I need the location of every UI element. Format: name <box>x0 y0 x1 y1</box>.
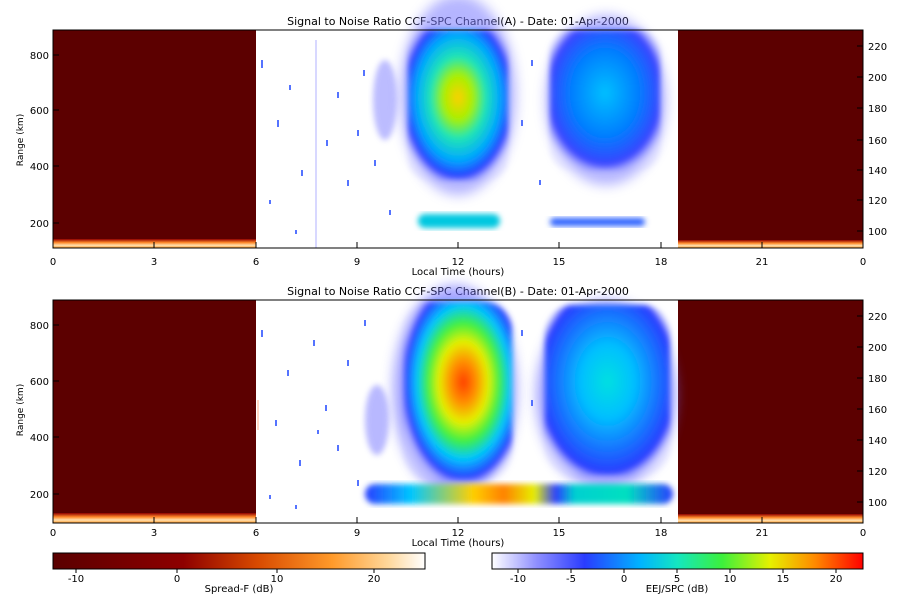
panel-b-x-label: Local Time (hours) <box>412 538 505 549</box>
panel-b-lower-band <box>365 484 673 504</box>
panel-b-y2-tick: 100 <box>868 498 887 509</box>
panel-a-y-tick: 200 <box>30 219 49 230</box>
panel-b-night-right-bottom <box>678 514 863 523</box>
panel-b-x-tick: 0 <box>860 528 866 539</box>
panel-b-y-label: Range (km) <box>16 384 26 436</box>
panel-b-y2-tick: 180 <box>868 374 887 385</box>
panel-b-y-tick: 600 <box>30 377 49 388</box>
panel-b-y2-tick: 220 <box>868 312 887 323</box>
panel-a-eej-core-2 <box>550 30 660 170</box>
panel-a-night-right <box>678 30 863 248</box>
panel-a-y2-tick: 120 <box>868 196 887 207</box>
panel-b-x-axis: 0 3 6 9 12 15 18 21 0 Local Time (hours) <box>50 517 866 549</box>
panel-a-x-tick: 0 <box>50 257 56 268</box>
panel-a-y-tick: 400 <box>30 162 49 173</box>
panel-b-x-tick: 3 <box>151 528 157 539</box>
colorbar-spread-f-gradient <box>52 552 426 570</box>
panel-a-y2-tick: 160 <box>868 136 887 147</box>
panel-a-night-left <box>53 30 256 248</box>
colorbar-spread-f-tick: 20 <box>368 574 381 585</box>
panel-a-y2-axis: 220 200 180 160 140 120 100 <box>857 42 887 238</box>
panel-b-x-tick: 0 <box>50 528 56 539</box>
colorbar-eej-tick: 0 <box>621 574 627 585</box>
colorbar-spread-f: -10 0 10 20 Spread-F (dB) <box>52 552 426 595</box>
panel-b: Signal to Noise Ratio CCF-SPC Channel(B)… <box>16 285 887 549</box>
panel-b-x-tick: 12 <box>452 528 465 539</box>
panel-a-y2-tick: 180 <box>868 104 887 115</box>
panel-b-night-right <box>678 300 863 523</box>
panel-b-noise-specks <box>257 320 533 509</box>
panel-a-x-tick: 9 <box>354 257 360 268</box>
panel-b-y-axis: 800 600 400 200 Range (km) <box>16 321 59 501</box>
panel-b-y2-tick: 120 <box>868 467 887 478</box>
panel-a-x-axis: 0 3 6 9 12 15 18 21 0 Local Time (hours) <box>50 242 866 278</box>
colorbar-spread-f-label: Spread-F (dB) <box>205 584 274 595</box>
panel-a-x-label: Local Time (hours) <box>412 267 505 278</box>
panel-a-x-tickmarks <box>52 242 864 248</box>
colorbar-spread-f-tick: 10 <box>271 574 284 585</box>
panel-b-y2-tick: 200 <box>868 343 887 354</box>
panel-a-lower-band-1 <box>418 214 500 228</box>
panel-a-y2-tick: 200 <box>868 73 887 84</box>
panel-a-x-tick: 3 <box>151 257 157 268</box>
panel-a-night-right-bottom <box>678 240 863 248</box>
panel-b-y-tick: 800 <box>30 321 49 332</box>
panel-a-y-label: Range (km) <box>16 114 26 166</box>
panel-b-x-tick: 21 <box>756 528 769 539</box>
panel-b-y-tick: 200 <box>30 490 49 501</box>
panel-a-y2-tick: 220 <box>868 42 887 53</box>
panel-a-x-tick: 6 <box>253 257 259 268</box>
colorbar-spread-f-tick: -10 <box>68 574 84 585</box>
colorbar-spread-f-tick: 0 <box>174 574 180 585</box>
colorbar-eej-tick: 20 <box>830 574 843 585</box>
panel-a: Signal to Noise Ratio CCF-SPC Channel(A)… <box>16 0 887 278</box>
panel-b-y2-tick: 140 <box>868 436 887 447</box>
panel-b-y2-tick: 160 <box>868 405 887 416</box>
panel-a-y2-tick: 140 <box>868 166 887 177</box>
colorbar-eej-tick: 15 <box>777 574 790 585</box>
colorbar-eej-label: EEJ/SPC (dB) <box>646 584 709 595</box>
panel-a-y2-tick: 100 <box>868 227 887 238</box>
panel-b-y2-axis: 220 200 180 160 140 120 100 <box>857 312 887 509</box>
panel-b-x-tick: 6 <box>253 528 259 539</box>
colorbar-eej-tick: 10 <box>724 574 737 585</box>
panel-a-y-axis: 800 600 400 200 Range (km) <box>16 51 59 230</box>
panel-a-plot-area <box>52 0 864 249</box>
colorbar-eej-tick: -5 <box>566 574 576 585</box>
panel-a-eej-faint-1 <box>373 60 397 140</box>
colorbar-eej-tick: -10 <box>510 574 526 585</box>
panel-b-eej-core-2 <box>545 305 670 475</box>
panel-a-eej-core-1 <box>408 30 508 180</box>
panel-a-lower-band-2 <box>550 218 645 226</box>
panel-b-y-tick: 400 <box>30 433 49 444</box>
panel-b-x-tick: 9 <box>354 528 360 539</box>
panel-a-x-tick: 0 <box>860 257 866 268</box>
panel-a-eej-echoes <box>373 0 666 228</box>
panel-a-y-tick: 600 <box>30 106 49 117</box>
panel-b-x-tick: 15 <box>553 528 566 539</box>
panel-b-x-tick: 18 <box>655 528 668 539</box>
panel-a-x-tick: 15 <box>553 257 566 268</box>
panel-b-plot-area <box>52 285 864 524</box>
panel-b-eej-faint-1 <box>365 385 389 455</box>
colorbar-eej-tick: 5 <box>674 574 680 585</box>
panel-b-eej-core-1 <box>404 302 512 480</box>
panel-b-eej-echoes <box>365 285 676 504</box>
panel-a-x-tick: 12 <box>452 257 465 268</box>
panel-a-y-tick: 800 <box>30 51 49 62</box>
colorbar-eej: -10 -5 0 5 10 15 20 EEJ/SPC (dB) <box>491 552 864 595</box>
colorbar-eej-gradient <box>491 552 864 570</box>
panel-a-x-tick: 18 <box>655 257 668 268</box>
panel-a-x-tick: 21 <box>756 257 769 268</box>
panel-b-night-left <box>53 300 256 523</box>
panel-a-noise-specks <box>261 40 541 248</box>
